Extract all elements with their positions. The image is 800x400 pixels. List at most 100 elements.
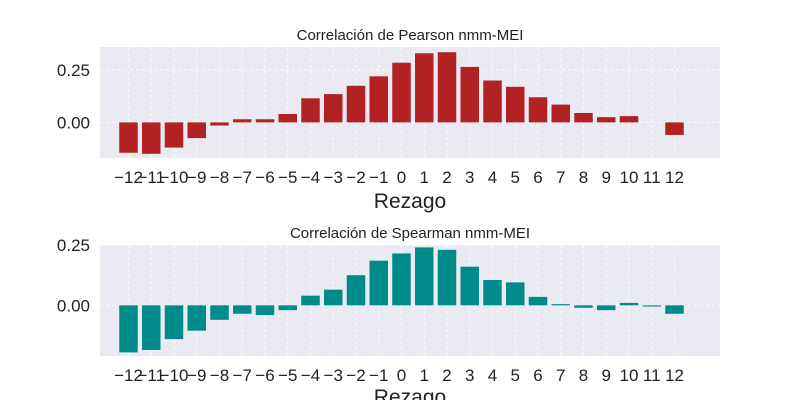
x-tick-label: 10	[620, 168, 639, 187]
y-tick-label: 0.25	[57, 61, 90, 80]
bar-12	[665, 305, 684, 314]
bar-−11	[142, 122, 161, 154]
x-tick-label: 7	[556, 168, 565, 187]
x-tick-label: −8	[210, 366, 229, 385]
bar-6	[528, 296, 548, 306]
x-tick-label: 5	[511, 366, 520, 385]
x-tick-label: 1	[420, 168, 429, 187]
bar-6	[528, 97, 548, 123]
bar-5	[506, 86, 525, 123]
y-tick-label: 0.00	[57, 296, 90, 315]
bar-12	[665, 122, 684, 135]
bar-−1	[369, 260, 388, 306]
bar-4	[483, 279, 502, 306]
x-tick-label: 11	[643, 366, 661, 385]
x-tick-label: 2	[442, 168, 451, 187]
bar-−2	[346, 275, 366, 306]
bar-9	[597, 117, 616, 123]
x-tick-label: −10	[160, 168, 189, 187]
x-tick-label: 6	[533, 366, 542, 385]
x-tick-label: −10	[160, 366, 189, 385]
x-tick-label: 4	[488, 168, 497, 187]
x-tick-label: 8	[579, 168, 588, 187]
bar-8	[574, 305, 593, 308]
bar-−6	[255, 305, 275, 315]
bar-9	[597, 305, 616, 311]
x-tick-label: 7	[556, 366, 565, 385]
x-tick-label: 10	[620, 366, 639, 385]
x-tick-label: −8	[210, 168, 229, 187]
x-tick-label: 12	[665, 366, 684, 385]
bar-−3	[324, 94, 343, 123]
x-tick-label: −2	[346, 168, 365, 187]
x-tick-label: 9	[602, 366, 611, 385]
bar-10	[619, 302, 639, 306]
bar-7	[551, 104, 570, 123]
bar-−4	[301, 98, 320, 123]
x-tick-label: 11	[643, 168, 661, 187]
bar-−5	[278, 305, 297, 311]
bar-−8	[210, 305, 229, 320]
x-tick-label: 1	[420, 366, 429, 385]
bar-−2	[346, 85, 366, 123]
x-tick-label: 2	[442, 366, 451, 385]
x-tick-label: −7	[233, 366, 252, 385]
bar-−10	[164, 305, 184, 340]
bar-−7	[233, 119, 252, 123]
bar-3	[460, 66, 479, 123]
bar-−4	[301, 295, 320, 306]
bar-−12	[119, 122, 138, 153]
x-tick-label: 3	[465, 168, 474, 187]
x-tick-label: 8	[579, 366, 588, 385]
x-axis-label: Rezago	[374, 190, 446, 213]
x-tick-label: −2	[346, 366, 365, 385]
bar-2	[437, 249, 457, 306]
x-tick-label: 3	[465, 366, 474, 385]
bar-5	[506, 282, 525, 306]
bar-10	[619, 116, 639, 123]
bar-0	[392, 62, 411, 123]
bar-−11	[142, 305, 161, 350]
x-tick-label: 0	[397, 168, 406, 187]
chart-title: Correlación de Pearson nmm-MEI	[297, 27, 524, 44]
x-tick-label: −7	[233, 168, 252, 187]
x-tick-label: −11	[137, 366, 165, 385]
bar-8	[574, 112, 593, 123]
x-tick-label: −12	[114, 366, 143, 385]
x-tick-label: −5	[278, 366, 297, 385]
y-tick-label: 0.25	[57, 236, 90, 255]
bar-1	[415, 247, 434, 306]
x-tick-label: 4	[488, 366, 497, 385]
x-tick-label: −6	[255, 366, 274, 385]
chart-panel-2: −12−11−10−9 −8 −7 −6 −5 −4 −3 −2 −1 0 1 2 3 4 5 6 7 8 9 10 1…	[57, 225, 720, 400]
x-tick-label: −4	[301, 366, 320, 385]
x-tick-label: 9	[602, 168, 611, 187]
bar-−8	[210, 122, 229, 126]
x-tick-label: −3	[324, 366, 343, 385]
chart-panel-1: −12−11−10−9 −8 −7 −6 −5 −4 −3 −2 −1 0 1 2 3 4 5 6 7 8 9 10 1…	[57, 27, 720, 213]
bar-2	[437, 52, 457, 123]
bar-−6	[255, 119, 275, 123]
x-tick-label: −1	[369, 168, 388, 187]
x-tick-label: −5	[278, 168, 297, 187]
x-tick-label: −6	[255, 168, 274, 187]
y-tick-label: 0.00	[57, 113, 90, 132]
bar-11	[642, 305, 661, 307]
bar-−1	[369, 76, 388, 123]
x-tick-label: −9	[187, 366, 206, 385]
x-axis-label: Rezago	[374, 386, 446, 400]
x-tick-label: 0	[397, 366, 406, 385]
chart-title: Correlación de Spearman nmm-MEI	[290, 225, 530, 242]
bar-−9	[187, 305, 206, 331]
bar-7	[551, 304, 570, 306]
x-tick-label: −1	[369, 366, 388, 385]
x-tick-label: −9	[187, 168, 206, 187]
bar-4	[483, 80, 502, 123]
x-tick-label: −3	[324, 168, 343, 187]
bar-3	[460, 266, 479, 306]
x-tick-label: −11	[137, 168, 165, 187]
x-tick-label: −4	[301, 168, 320, 187]
bar-−7	[233, 305, 252, 314]
